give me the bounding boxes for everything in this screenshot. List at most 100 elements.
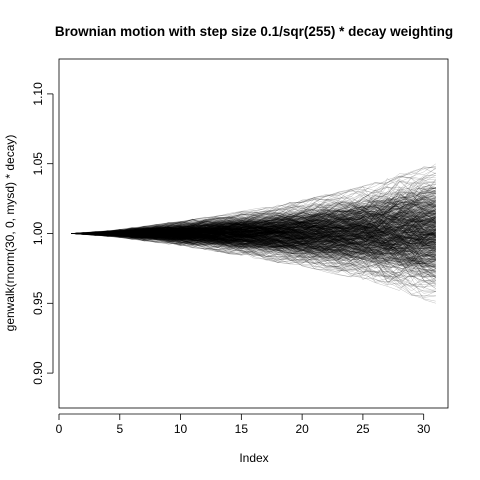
walk-line [71, 226, 436, 247]
walk-line [71, 220, 436, 251]
walk-line [71, 224, 436, 277]
walk-line [71, 233, 436, 255]
walk-line [71, 201, 436, 238]
walk-line [71, 211, 436, 259]
walk-line [71, 202, 436, 244]
walk-line [71, 233, 436, 278]
walk-line [71, 197, 436, 238]
walk-line [71, 217, 436, 257]
walk-line [71, 221, 436, 250]
walk-line [71, 181, 436, 237]
walk-line [71, 220, 436, 239]
walk-line [71, 228, 436, 291]
walk-line [71, 183, 436, 242]
walk-line [71, 230, 436, 276]
walk-line [71, 209, 436, 247]
walk-line [71, 223, 436, 267]
walk-line [71, 215, 436, 251]
walk-line [71, 224, 436, 241]
walk-line [71, 233, 436, 285]
walk-line [71, 230, 436, 286]
walk-line [71, 232, 436, 256]
walk-line [71, 206, 436, 237]
walk-line [71, 219, 436, 245]
walk-line [71, 201, 436, 234]
walk-line [71, 199, 436, 235]
walk-line [71, 224, 436, 249]
walk-line [71, 168, 436, 242]
walk-line [71, 214, 436, 239]
walk-line [71, 210, 436, 247]
walk-line [71, 201, 436, 242]
walk-line [71, 202, 436, 257]
walk-line [71, 221, 436, 246]
walk-line [71, 219, 436, 266]
y-axis-label: genwalk(rnorm(30, 0, mysd) * decay) [3, 135, 17, 332]
walk-line [71, 223, 436, 241]
walk-line [71, 230, 436, 273]
walk-line [71, 218, 436, 247]
walk-line [71, 223, 436, 256]
walk-line [71, 214, 436, 261]
walk-line [71, 187, 436, 250]
walk-line [71, 229, 436, 263]
walk-line [71, 191, 436, 236]
walk-line [71, 232, 436, 302]
walk-line [71, 217, 436, 256]
walk-line [71, 218, 436, 245]
walk-line [71, 214, 436, 245]
walk-line [71, 180, 436, 234]
walk-line [71, 231, 436, 265]
walk-line [71, 184, 436, 236]
walk-line [71, 214, 436, 239]
walk-line [71, 222, 436, 260]
walk-line [71, 210, 436, 241]
walk-line [71, 231, 436, 264]
walk-line [71, 231, 436, 261]
walk-line [71, 229, 436, 272]
walk-line [71, 201, 436, 236]
walk-line [71, 203, 436, 237]
walk-line [71, 223, 436, 254]
walk-line [71, 223, 436, 253]
walk-line [71, 195, 436, 242]
walk-line [71, 166, 436, 236]
walk-line [71, 209, 436, 236]
walk-line [71, 197, 436, 238]
walk-line [71, 199, 436, 241]
walk-line [71, 232, 436, 277]
walk-line [71, 185, 436, 238]
walk-line [71, 198, 436, 236]
walk-line [71, 224, 436, 259]
walk-line [71, 187, 436, 244]
walk-line [71, 214, 436, 259]
x-axis-label: Index [239, 451, 268, 465]
walk-line [71, 209, 436, 241]
walk-line [71, 219, 436, 241]
walk-line [71, 208, 436, 244]
walk-line [71, 217, 436, 241]
walk-line [71, 223, 436, 252]
walk-line [71, 224, 436, 264]
walk-line [71, 226, 436, 281]
walk-line [71, 216, 436, 253]
walk-line [71, 207, 436, 241]
walk-line [71, 208, 436, 240]
walk-line [71, 221, 436, 262]
walk-line [71, 231, 436, 269]
walk-line [71, 194, 436, 237]
walk-line [71, 224, 436, 249]
walk-line [71, 189, 436, 235]
walk-line [71, 223, 436, 262]
walk-line [71, 208, 436, 242]
walk-line [71, 229, 436, 270]
walk-line [71, 221, 436, 264]
walk-line [71, 215, 436, 240]
walk-line [71, 231, 436, 275]
walk-line [71, 209, 436, 241]
walk-line [71, 227, 436, 285]
walk-line [71, 222, 436, 256]
walk-line [71, 201, 436, 237]
walk-line [71, 188, 436, 245]
